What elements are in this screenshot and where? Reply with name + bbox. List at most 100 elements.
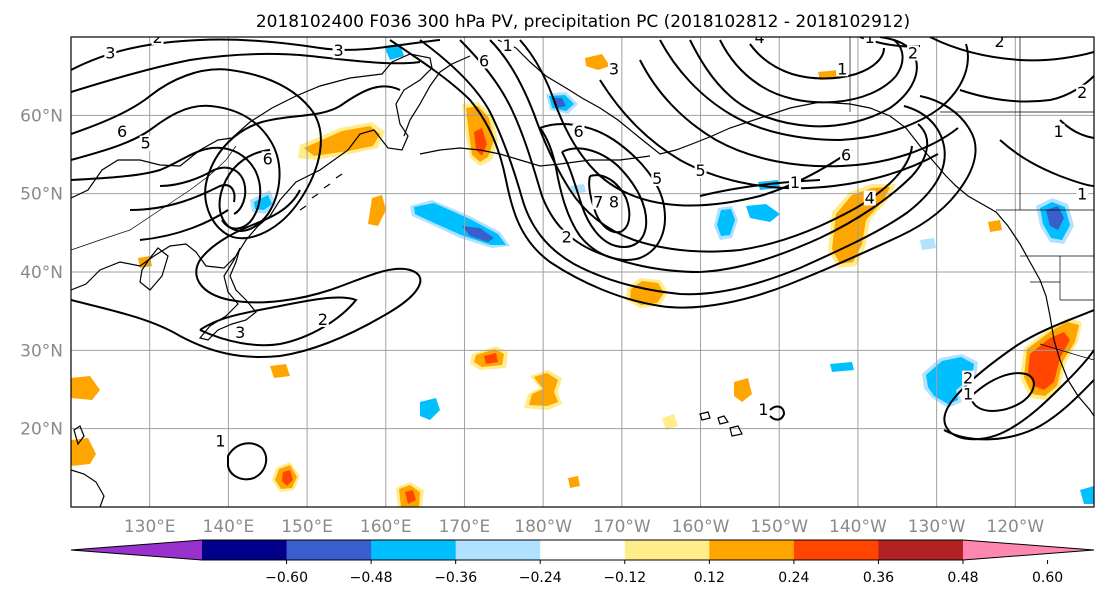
coastline-kuril-islands [299, 173, 343, 211]
pv-contour-label: 1 [215, 431, 225, 450]
pv-contour [199, 296, 358, 347]
precip-positive-area [270, 364, 290, 378]
pv-contour-label: 2 [1077, 83, 1087, 102]
pv-contour-label: 5 [141, 134, 151, 153]
colorbar-segment [455, 540, 541, 560]
longitude-label: 160°W [672, 517, 730, 537]
contour-label-background [478, 53, 491, 69]
precip-positive-area [474, 128, 487, 156]
pv-contour-label: 4 [754, 28, 764, 47]
pv-contour-label: 2 [963, 369, 973, 388]
precip-positive-area [71, 376, 100, 400]
contour-label-background [1076, 186, 1089, 202]
precip-positive-area [585, 54, 610, 70]
pv-contour-label: 1 [758, 400, 768, 419]
border-asia [71, 145, 237, 251]
pv-contour [459, 39, 929, 274]
border-us-states [1020, 255, 1094, 301]
pv-contour [71, 38, 441, 71]
precip-negative-area [1080, 486, 1094, 504]
pv-contour [71, 52, 421, 93]
pv-contours [71, 37, 1094, 481]
precip-positive-area [282, 470, 293, 486]
longitude-label: 140°E [203, 517, 255, 537]
longitude-label: 140°W [829, 517, 887, 537]
colorbar-tick-label: −0.24 [519, 570, 562, 586]
pv-contour [419, 39, 946, 296]
pv-contour-label: 1 [963, 384, 973, 403]
pv-contour [929, 37, 1094, 62]
colorbar-tick-label: 0.60 [1032, 570, 1063, 586]
latitude-label: 40°N [20, 263, 63, 283]
contour-label-background [962, 386, 975, 402]
coastline-philippines [71, 469, 105, 507]
contour-label-background [316, 311, 329, 327]
coastline-taiwan [73, 425, 85, 446]
contour-label-background [332, 43, 345, 59]
pv-contour-label: 7 [593, 192, 603, 211]
pv-contour-label: 2 [318, 310, 328, 329]
contour-label-background [607, 61, 620, 77]
pv-contour-label: 6 [263, 149, 273, 168]
coastline-aleutians [419, 147, 651, 167]
precip-positive-area [988, 220, 1002, 232]
colorbar-tick-label: −0.12 [603, 570, 646, 586]
pv-contour [139, 209, 229, 241]
contour-label-background [993, 37, 1006, 49]
longitude-label: 160°E [360, 517, 412, 537]
longitude-label: 130°W [908, 517, 966, 537]
latitude-label: 30°N [20, 341, 63, 361]
contour-label-background [607, 194, 620, 210]
longitude-label: 180°W [514, 517, 572, 537]
border-canada-provinces [940, 37, 1094, 210]
figure-title: 2018102400 F036 300 hPa PV, precipitatio… [256, 12, 910, 32]
colorbar-segment [371, 540, 457, 560]
colorbar-tick-label: 0.48 [947, 570, 978, 586]
pv-contour [71, 68, 401, 240]
longitude-label: 150°W [750, 517, 808, 537]
pv-contour [943, 379, 1094, 441]
contour-label-background [234, 325, 247, 341]
contour-label-background [840, 147, 853, 163]
precip-negative-area [1046, 206, 1064, 230]
contour-label-background [214, 433, 227, 449]
colorbar-tick-label: 0.36 [863, 570, 894, 586]
colorbar-segment [202, 540, 288, 560]
longitude-label: 120°W [986, 517, 1044, 537]
precip-positive-area [568, 476, 580, 488]
pv-contour-label: 3 [235, 323, 245, 342]
pv-contour-label: 8 [609, 192, 619, 211]
contour-label-background [116, 123, 129, 139]
pv-contour-label: 1 [865, 28, 875, 47]
pv-contour-label: 2 [562, 228, 572, 247]
contour-label-background [1052, 123, 1065, 139]
pv-contour [659, 39, 969, 142]
contour-label-background [788, 174, 801, 190]
coastline-alaska [497, 39, 1094, 417]
pv-contour [71, 104, 281, 232]
precip-positive-area [484, 353, 498, 364]
contour-label-background [651, 170, 664, 186]
contour-label-background [962, 370, 975, 386]
contour-label-background [139, 135, 152, 151]
colorbar-tick-label: −0.48 [350, 570, 393, 586]
pv-contour [539, 123, 666, 261]
pv-contour-label: 6 [841, 145, 851, 164]
colorbar-segment [878, 540, 964, 560]
longitude-label: 150°E [281, 517, 333, 537]
pv-contour [639, 59, 959, 168]
contour-label-background [261, 151, 274, 167]
precip-positive-area [662, 414, 678, 430]
contour-label-background [907, 45, 920, 61]
pv-contour [389, 39, 977, 309]
pv-contour-label: 3 [333, 41, 343, 60]
contour-label-background [836, 61, 849, 77]
pv-contour [599, 79, 939, 190]
latitude-label: 60°N [20, 106, 63, 126]
pv-contour [719, 39, 904, 104]
precip-positive-area [1028, 332, 1070, 390]
precip-positive-area [71, 438, 96, 466]
contour-label-background [572, 123, 585, 139]
precip-negative-area [462, 226, 494, 242]
